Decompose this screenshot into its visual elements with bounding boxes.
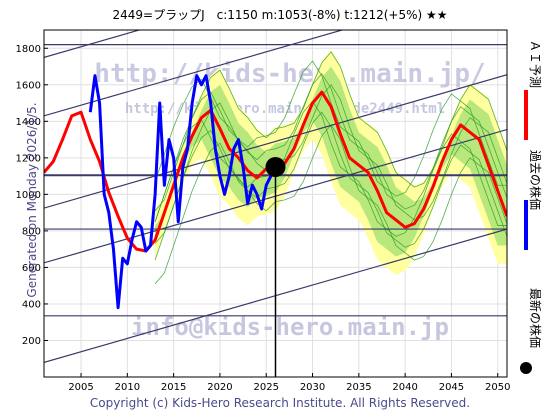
- y-tick-label: 1600: [16, 80, 41, 91]
- x-tick-label: 2040: [392, 382, 417, 393]
- past-price-line: [88, 74, 277, 310]
- y-tick-label: 200: [22, 336, 41, 347]
- trend-line: [44, 30, 142, 58]
- x-tick-label: 2020: [207, 382, 232, 393]
- legend-latest-label: 最新の株価: [528, 288, 543, 348]
- x-tick-label: 2005: [68, 382, 93, 393]
- legend-forecast-label: ＡＩ予測: [528, 40, 542, 88]
- x-tick-label: 2045: [439, 382, 464, 393]
- trend-line: [44, 30, 345, 117]
- current-price-marker: [265, 156, 286, 177]
- y-tick-label: 800: [22, 226, 41, 237]
- x-tick-label: 2025: [254, 382, 279, 393]
- y-tick-label: 1000: [16, 190, 41, 201]
- x-tick-label: 2010: [115, 382, 140, 393]
- plot-frame: [43, 29, 508, 378]
- x-tick-label: 2030: [300, 382, 325, 393]
- legend: ＡＩ予測 過去の株価 最新の株価: [520, 40, 543, 374]
- forecast-band-inner: [155, 66, 507, 257]
- watermark-url: http://kids-hero.main.jp/: [94, 59, 485, 89]
- legend-latest-swatch: [520, 362, 532, 374]
- generated-label: Generated on Monday 2026/1/5.: [25, 102, 39, 297]
- forecast-band-line: [154, 73, 507, 222]
- x-axis: 2005 2010 2015 2020 2025 2030 2035 2040 2045 2050: [68, 373, 510, 393]
- y-tick-label: 1400: [16, 117, 41, 128]
- copyright-footer: Copyright (c) Kids-Hero Research Institu…: [89, 396, 471, 410]
- current-marker-layer: [265, 156, 286, 377]
- chart-title: 2449=プラップJ c:1150 m:1053(-8%) t:1212(+5%…: [112, 8, 448, 22]
- y-tick-label: 400: [22, 299, 41, 310]
- forecast-band-line: [154, 51, 507, 212]
- x-tick-label: 2015: [161, 382, 186, 393]
- legend-past-label: 過去の株価: [528, 150, 543, 210]
- forecast-band-line: [154, 60, 507, 197]
- y-tick-label: 1200: [16, 153, 41, 164]
- y-axis: 200 400 600 800 1000 1200 1400 1600 1800: [16, 44, 48, 347]
- x-tick-label: 2050: [485, 382, 510, 393]
- trend-line: [44, 74, 507, 209]
- watermark-email: info@kids-hero.main.jp: [131, 313, 449, 341]
- y-tick-label: 600: [22, 263, 41, 274]
- watermark-code-url: http://kids-hero.main.jp/code2449.html: [125, 101, 445, 117]
- x-tick-label: 2035: [346, 382, 371, 393]
- y-tick-label: 1800: [16, 44, 41, 55]
- forecast-band-line: [154, 84, 507, 244]
